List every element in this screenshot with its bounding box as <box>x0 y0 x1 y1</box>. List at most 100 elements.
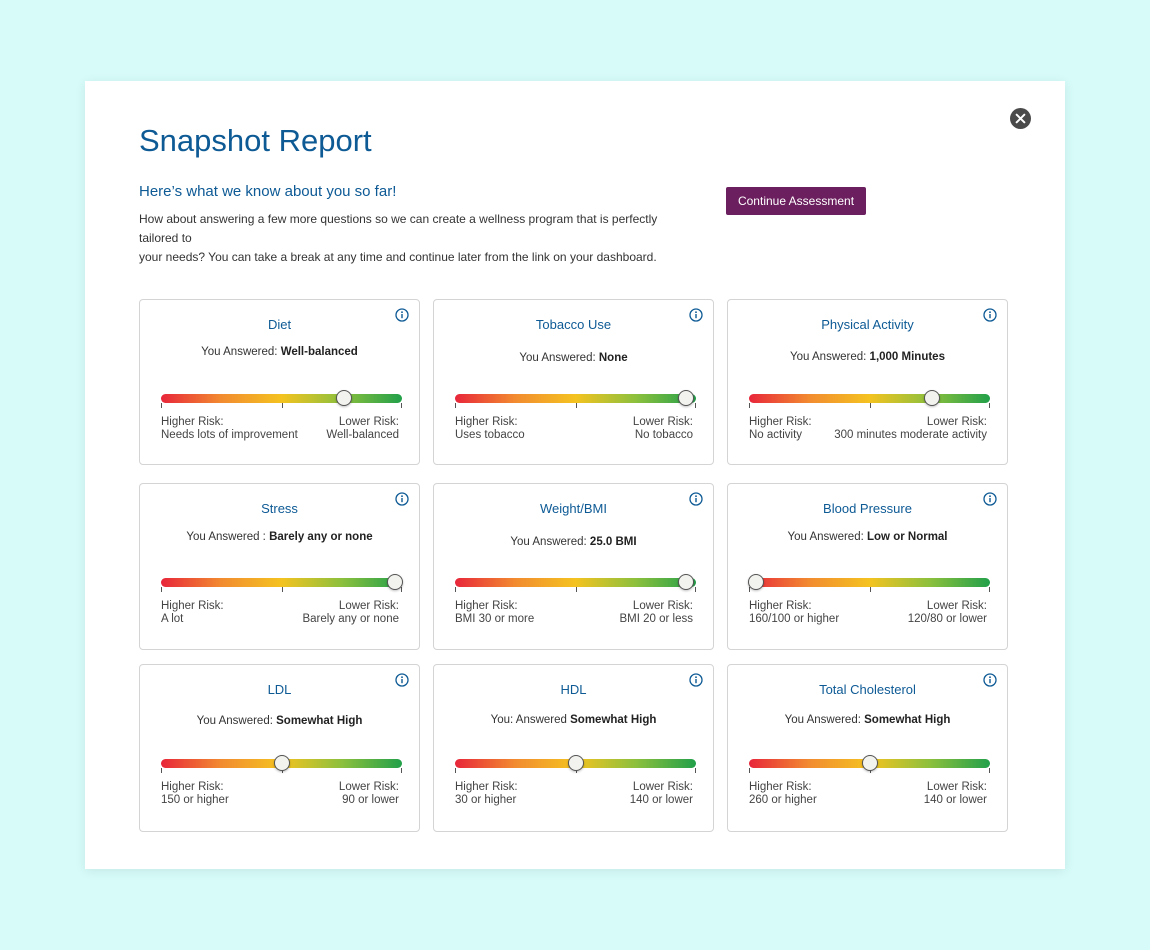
snapshot-report-modal: Snapshot Report Here’s what we know abou… <box>85 81 1065 869</box>
higher-risk-label: Higher Risk: 30 or higher <box>455 781 518 806</box>
continue-assessment-button[interactable]: Continue Assessment <box>726 187 866 215</box>
scale-tick <box>401 403 402 408</box>
card-answer: You Answered: Well-balanced <box>140 346 419 358</box>
scale-tick <box>575 587 577 592</box>
risk-card-diet: Diet You Answered: Well-balanced Higher … <box>139 299 420 465</box>
answer-value: Barely any or none <box>269 531 373 543</box>
info-icon[interactable] <box>983 673 997 687</box>
lower-risk-label: Lower Risk: 140 or lower <box>629 781 693 806</box>
answer-prefix: You Answered: <box>519 352 596 364</box>
answer-value: Somewhat High <box>276 715 363 727</box>
info-icon[interactable] <box>689 308 703 322</box>
risk-slider-knob[interactable] <box>861 755 878 771</box>
lower-risk-label: Lower Risk: 120/80 or lower <box>907 600 987 625</box>
risk-scale <box>455 574 696 594</box>
scale-tick <box>401 587 402 592</box>
lower-risk-label: Lower Risk: No tobacco <box>632 416 693 441</box>
risk-scale <box>455 390 696 410</box>
scale-tick <box>575 403 577 408</box>
scale-tick <box>455 587 456 592</box>
risk-gradient-bar <box>455 578 696 587</box>
risk-gradient-bar <box>161 394 402 403</box>
card-answer: You: Answered Somewhat High <box>434 714 713 726</box>
risk-slider-knob[interactable] <box>678 390 695 406</box>
scale-tick <box>695 403 696 408</box>
intro-line-2: your needs? You can take a break at any … <box>139 250 657 264</box>
page-title: Snapshot Report <box>139 123 372 158</box>
info-icon[interactable] <box>395 308 409 322</box>
scale-tick <box>749 403 750 408</box>
risk-scale <box>749 390 990 410</box>
risk-slider-knob[interactable] <box>924 390 941 406</box>
info-icon[interactable] <box>395 492 409 506</box>
scale-tick <box>869 587 871 592</box>
risk-slider-knob[interactable] <box>386 574 403 590</box>
lower-risk-label: Lower Risk: 90 or lower <box>338 781 399 806</box>
scale-tick <box>161 587 162 592</box>
higher-risk-label: Higher Risk: Needs lots of improvement <box>161 416 298 441</box>
scale-tick <box>161 768 162 773</box>
risk-card-hdl: HDL You: Answered Somewhat High Higher R… <box>433 664 714 832</box>
answer-value: None <box>598 352 628 364</box>
risk-slider-knob[interactable] <box>678 574 695 590</box>
answer-prefix: You: Answered <box>490 714 567 726</box>
answer-prefix: You Answered: <box>196 715 273 727</box>
lower-risk-label: Lower Risk: 140 or lower <box>923 781 987 806</box>
scale-tick <box>695 768 696 773</box>
scale-tick <box>989 403 990 408</box>
page-subtitle: Here’s what we know about you so far! <box>139 183 397 200</box>
answer-value: Low or Normal <box>867 531 948 543</box>
higher-risk-label: Higher Risk: A lot <box>161 600 224 625</box>
intro-text: How about answering a few more questions… <box>139 210 699 267</box>
scale-tick <box>281 403 283 408</box>
close-button[interactable] <box>1010 108 1031 129</box>
risk-card-blood-pressure: Blood Pressure You Answered: Low or Norm… <box>727 483 1008 650</box>
scale-tick <box>455 403 456 408</box>
risk-scale <box>749 755 990 775</box>
card-title: Physical Activity <box>821 317 914 332</box>
risk-slider-knob[interactable] <box>748 574 765 590</box>
info-icon[interactable] <box>689 673 703 687</box>
lower-risk-label: Lower Risk: 300 minutes moderate activity <box>834 416 987 441</box>
answer-prefix: You Answered: <box>784 714 861 726</box>
card-title: HDL <box>560 682 587 697</box>
card-answer: You Answered: 25.0 BMI <box>434 536 713 548</box>
risk-scale <box>748 574 990 594</box>
answer-value: 25.0 BMI <box>589 536 637 548</box>
scale-tick <box>455 768 456 773</box>
risk-slider-knob[interactable] <box>567 755 584 771</box>
risk-card-ldl: LDL You Answered: Somewhat High Higher R… <box>139 664 420 832</box>
higher-risk-label: Higher Risk: BMI 30 or more <box>455 600 535 625</box>
risk-gradient-bar <box>161 578 402 587</box>
risk-card-physical-activity: Physical Activity You Answered: 1,000 Mi… <box>727 299 1008 465</box>
risk-scale <box>161 390 402 410</box>
card-answer: You Answered: None <box>434 352 713 364</box>
lower-risk-label: Lower Risk: BMI 20 or less <box>619 600 694 625</box>
answer-prefix: You Answered: <box>201 346 278 358</box>
risk-scale <box>161 574 403 594</box>
risk-gradient-bar <box>455 394 696 403</box>
card-title: Tobacco Use <box>535 317 612 332</box>
risk-scale <box>455 755 696 775</box>
answer-value: 1,000 Minutes <box>869 351 945 363</box>
scale-tick <box>749 587 750 592</box>
info-icon[interactable] <box>983 492 997 506</box>
risk-scale <box>161 755 402 775</box>
risk-card-stress: Stress You Answered : Barely any or none… <box>139 483 420 650</box>
scale-tick <box>281 587 283 592</box>
risk-slider-knob[interactable] <box>273 755 290 771</box>
scale-tick <box>749 768 750 773</box>
card-title: Diet <box>267 317 292 332</box>
scale-tick <box>989 768 990 773</box>
lower-risk-label: Lower Risk: Well-balanced <box>326 416 399 441</box>
answer-prefix: You Answered: <box>790 351 867 363</box>
info-icon[interactable] <box>395 673 409 687</box>
card-answer: You Answered : Barely any or none <box>140 531 419 543</box>
info-icon[interactable] <box>689 492 703 506</box>
scale-tick <box>989 587 990 592</box>
risk-card-tobacco: Tobacco Use You Answered: None Higher Ri… <box>433 299 714 465</box>
risk-slider-knob[interactable] <box>336 390 353 406</box>
scale-tick <box>401 768 402 773</box>
scale-tick <box>869 403 871 408</box>
info-icon[interactable] <box>983 308 997 322</box>
